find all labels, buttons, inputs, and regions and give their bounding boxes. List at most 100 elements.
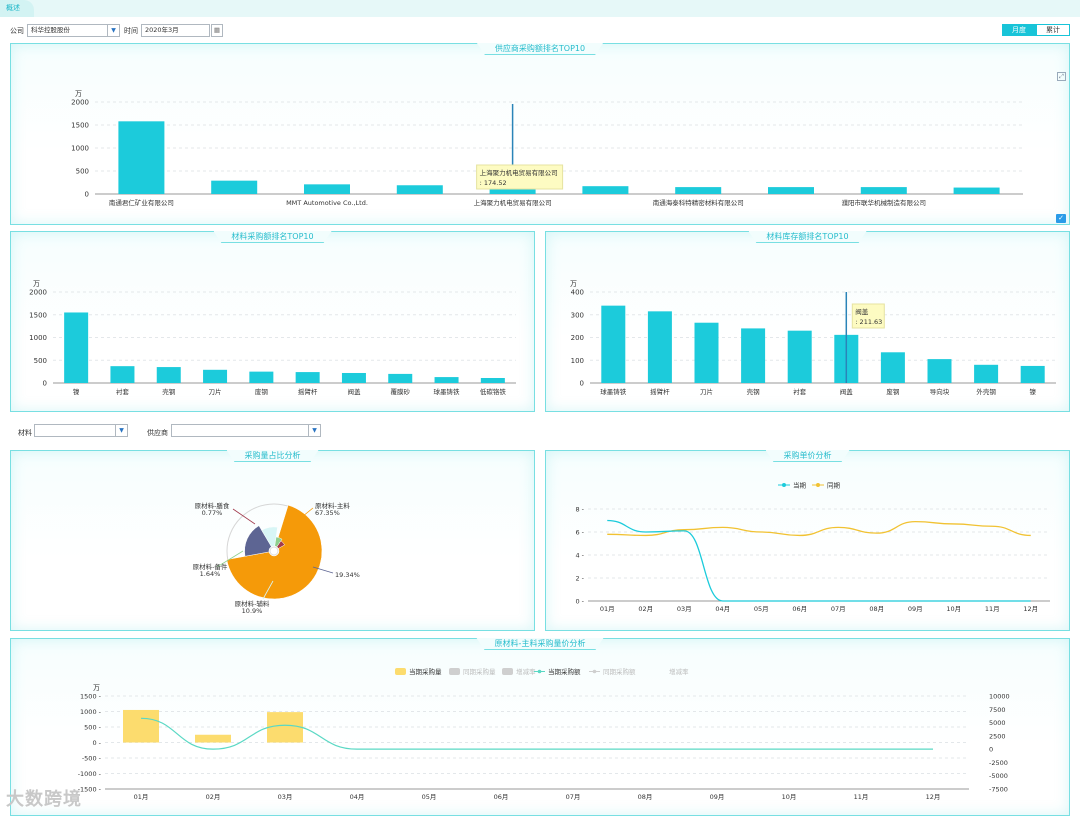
- y-tick-label: 500: [76, 168, 89, 176]
- y-tick-label: 1500 -: [80, 693, 102, 701]
- y2-tick-label: -7500: [989, 786, 1008, 794]
- series-amount-line: [140, 717, 933, 750]
- y-tick-label: 8 -: [575, 506, 584, 514]
- pie-label-pct: 0.77%: [202, 509, 223, 517]
- tab-bar: 概述: [0, 0, 1080, 17]
- x-tick-label: 镍: [73, 387, 80, 396]
- bar: [768, 187, 814, 194]
- legend-label: 当期采购量: [409, 667, 442, 676]
- bar: [860, 187, 907, 194]
- bar: [110, 366, 135, 383]
- y-tick-label: 2 -: [575, 575, 584, 583]
- x-tick-label: 10月: [946, 605, 961, 613]
- y2-tick-label: 0: [989, 746, 993, 754]
- x-tick-label: 阀盖: [840, 387, 854, 396]
- x-tick-label: 壳钢: [162, 387, 176, 396]
- calendar-icon[interactable]: ▦: [211, 24, 223, 37]
- y-tick-label: 0: [85, 191, 89, 199]
- cumulative-toggle[interactable]: 累计: [1036, 24, 1070, 36]
- x-tick-label: 02月: [206, 793, 221, 801]
- y-tick-label: 0: [580, 380, 584, 388]
- y-tick-label: 1500: [71, 122, 89, 130]
- time-value: 2020年3月: [145, 26, 179, 34]
- pie-slice: [274, 536, 283, 548]
- x-tick-label: 03月: [278, 793, 293, 801]
- series-previous-line: [607, 520, 1031, 537]
- x-tick-label: 外壳钢: [976, 387, 996, 396]
- tooltip-box: [476, 164, 564, 190]
- y-tick-label: 2000: [29, 289, 47, 297]
- bar: [295, 372, 320, 383]
- chevron-down-icon[interactable]: ▼: [308, 425, 320, 436]
- x-tick-label: 衬套: [793, 387, 807, 396]
- monthly-toggle[interactable]: 月度: [1002, 24, 1036, 36]
- x-tick-label: 南通君仁矿业有限公司: [109, 198, 174, 207]
- bar: [304, 184, 350, 194]
- legend-label: 增减率: [516, 667, 536, 676]
- x-tick-label: 06月: [494, 793, 509, 801]
- material-ranking-title: 材料采购额排名TOP10: [213, 231, 331, 243]
- chevron-down-icon[interactable]: ▼: [115, 425, 127, 436]
- x-tick-label: 球墨铸铁: [600, 387, 627, 396]
- pie-slice: [261, 526, 278, 548]
- bar: [927, 359, 952, 383]
- volume-bar: [267, 712, 303, 743]
- y-tick-label: 100: [571, 357, 584, 365]
- bar: [741, 328, 766, 383]
- bar: [249, 371, 274, 383]
- pie-label-name: 原材料-主料: [315, 501, 350, 510]
- pie-center: [269, 546, 279, 556]
- material-select[interactable]: ▼: [34, 424, 128, 437]
- inventory-ranking-title: 材料库存额排名TOP10: [748, 231, 866, 243]
- legend-dot: [537, 669, 542, 674]
- pie-label-pct: 10.9%: [242, 607, 263, 615]
- legend-current-label: 当期: [793, 481, 807, 490]
- pie-label-line: [312, 566, 334, 574]
- chevron-down-icon[interactable]: ▼: [107, 25, 119, 36]
- expand-icon[interactable]: ⤢: [1057, 72, 1066, 81]
- pie-slice: [276, 540, 285, 549]
- x-tick-label: 08月: [638, 793, 653, 801]
- x-tick-label: 球墨铸铁: [434, 387, 461, 396]
- bar: [203, 369, 228, 383]
- x-tick-label: 05月: [422, 793, 437, 801]
- x-tick-label: 11月: [854, 793, 869, 801]
- x-tick-label: 导向块: [930, 387, 950, 396]
- legend-swatch: [502, 668, 513, 675]
- y-tick-label: 0 -: [575, 598, 584, 606]
- bar: [118, 121, 165, 194]
- tooltip-box: [851, 303, 885, 329]
- x-tick-label: 南通海泰科特精密材料有限公司: [653, 198, 744, 207]
- y-tick-label: 1000: [71, 145, 89, 153]
- bar: [1020, 365, 1045, 383]
- time-input[interactable]: 2020年3月: [141, 24, 210, 37]
- x-tick-label: 12月: [926, 793, 941, 801]
- bar: [787, 330, 812, 383]
- bar: [388, 373, 413, 383]
- x-tick-label: 10月: [782, 793, 797, 801]
- pie-slice: [244, 525, 272, 557]
- legend-current-dot: [782, 483, 786, 487]
- pie-label-name: 原材料-辅料: [235, 599, 270, 608]
- y-tick-label: -1000 -: [78, 770, 102, 778]
- y-unit: 万: [93, 684, 100, 692]
- x-tick-label: 05月: [754, 605, 769, 613]
- x-tick-label: 07月: [831, 605, 846, 613]
- y-unit: 万: [570, 280, 577, 288]
- y2-tick-label: 2500: [989, 732, 1006, 740]
- pie-label-line: [232, 508, 256, 525]
- pie-label-pct: 1.64%: [200, 570, 221, 578]
- pie-slice: [226, 504, 323, 600]
- x-tick-label: 摇臂杆: [298, 387, 318, 396]
- company-value: 科华控股股份: [31, 26, 70, 34]
- x-tick-label: 04月: [715, 605, 730, 613]
- checkbox-icon[interactable]: ✓: [1056, 214, 1066, 223]
- tab-overview[interactable]: 概述: [0, 0, 34, 17]
- y-tick-label: 1000: [29, 334, 47, 342]
- supplier-select[interactable]: ▼: [171, 424, 321, 437]
- company-select[interactable]: 科华控股股份 ▼: [27, 24, 120, 37]
- company-label: 公司: [10, 27, 24, 35]
- legend-swatch: [395, 668, 406, 675]
